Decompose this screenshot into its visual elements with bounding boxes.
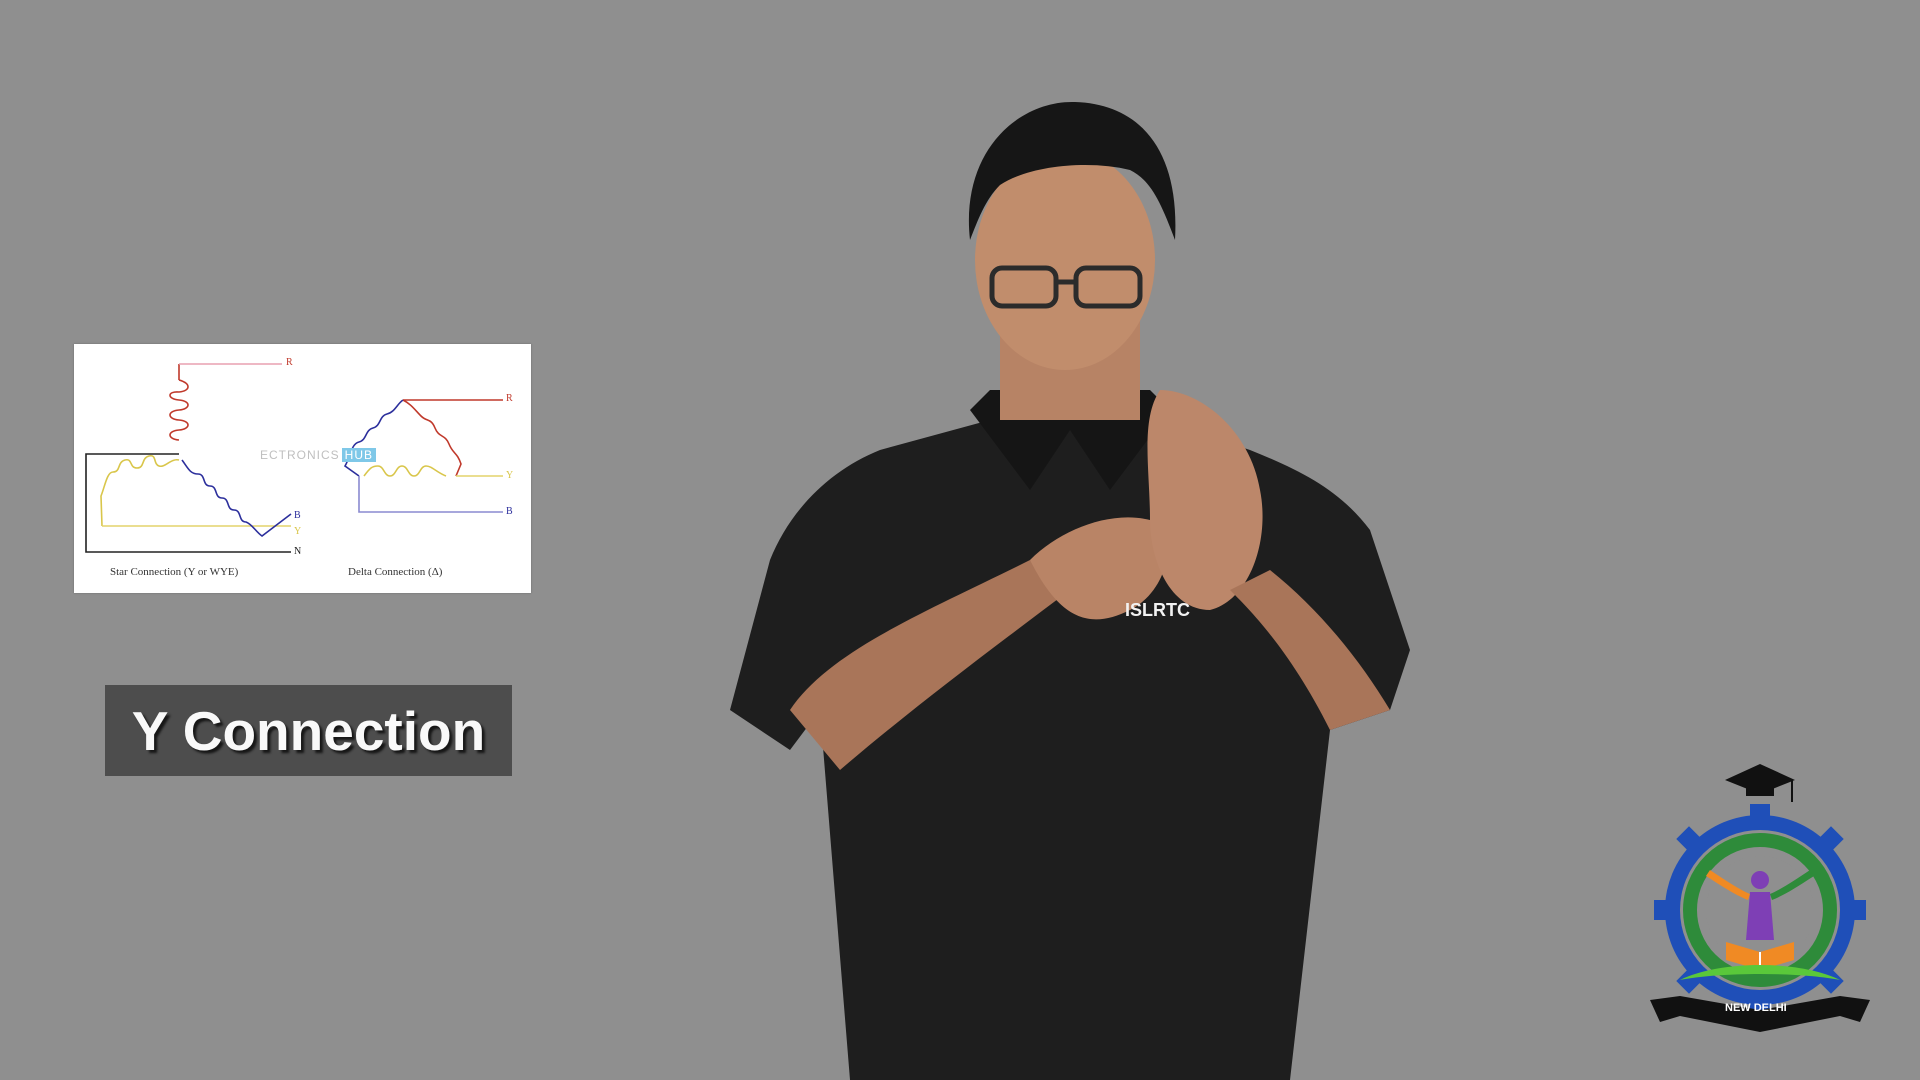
topic-title-box: Y Connection	[105, 685, 512, 776]
delta-terminal-r: R	[506, 393, 513, 404]
star-terminal-n: N	[294, 546, 302, 557]
islrtc-emblem	[1650, 764, 1870, 1032]
star-terminal-y: Y	[294, 526, 302, 537]
topic-title: Y Connection	[131, 699, 486, 762]
delta-terminal-b: B	[506, 506, 513, 517]
star-terminal-b: B	[294, 510, 301, 521]
star-delta-diagram	[85, 363, 503, 553]
diagram-watermark: ECTRONICS HUB	[260, 448, 377, 462]
connection-diagram: ECTRONICS HUB R B Y N R Y B Star Connecti…	[74, 344, 531, 593]
shirt-logo-text: ISLRTC	[1125, 600, 1190, 620]
star-terminal-r: R	[286, 357, 293, 368]
star-connection	[85, 363, 292, 553]
emblem-city-label: NEW DELHI	[1725, 1002, 1787, 1014]
presenter-figure	[730, 101, 1410, 1080]
delta-terminal-y: Y	[506, 470, 514, 481]
star-caption: Star Connection (Y or WYE)	[110, 566, 239, 578]
delta-caption: Delta Connection (Δ)	[348, 566, 443, 578]
